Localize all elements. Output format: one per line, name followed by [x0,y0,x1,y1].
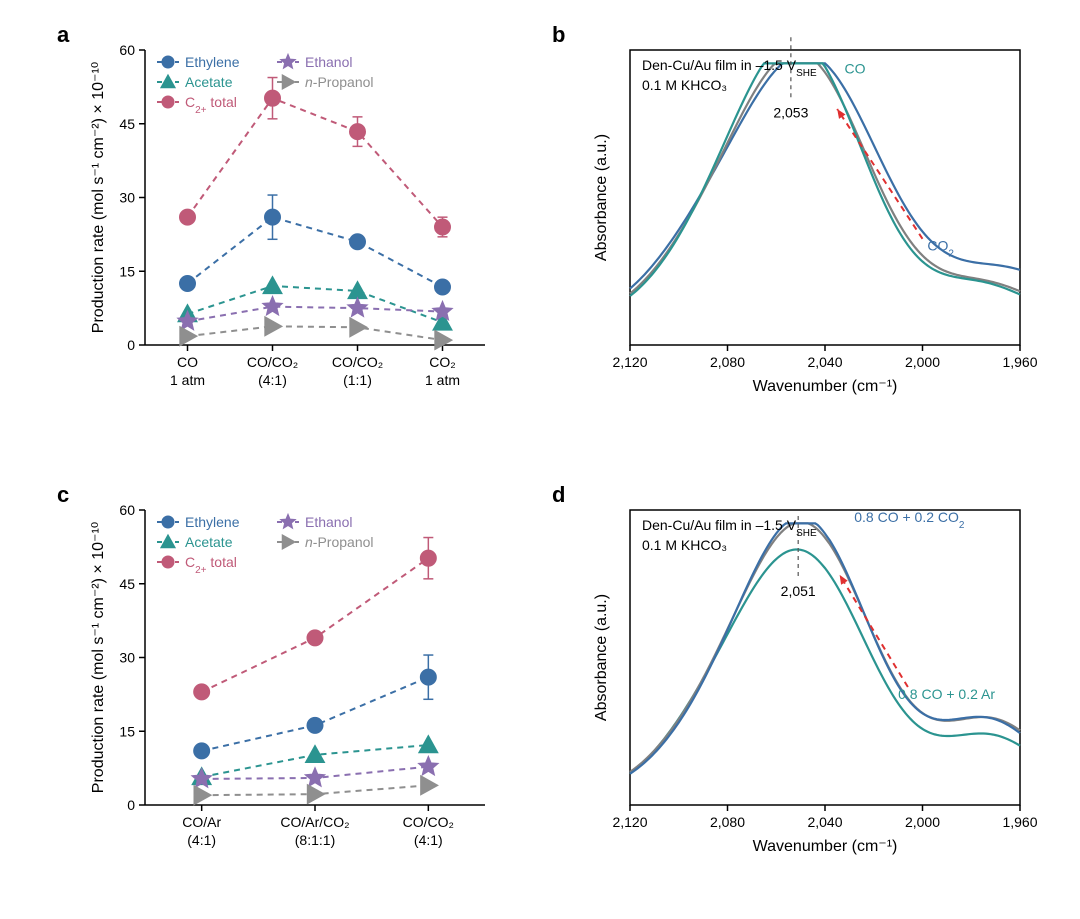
panel-b-label: b [552,22,565,48]
svg-text:60: 60 [119,502,135,518]
svg-text:Den-Cu/Au film in –1.5 VSHE: Den-Cu/Au film in –1.5 VSHE [642,517,817,539]
svg-text:0.1 M KHCO₃: 0.1 M KHCO₃ [642,537,727,553]
svg-text:2,120: 2,120 [612,354,647,370]
svg-text:2,040: 2,040 [807,814,842,830]
svg-text:2,051: 2,051 [781,583,816,599]
svg-text:1,960: 1,960 [1002,354,1037,370]
svg-text:CO: CO [177,354,198,370]
svg-text:Acetate: Acetate [185,74,233,90]
svg-text:Ethylene: Ethylene [185,514,240,530]
panel-b-svg: 2,1202,0802,0402,0001,960Wavenumber (cm⁻… [580,30,1030,410]
svg-text:Production rate (mol s⁻¹ cm⁻²): Production rate (mol s⁻¹ cm⁻²) × 10⁻¹⁰ [90,62,107,333]
svg-text:45: 45 [119,576,135,592]
panel-c-label: c [57,482,69,508]
svg-text:Ethanol: Ethanol [305,514,352,530]
svg-text:0: 0 [127,337,135,353]
svg-text:CO₂: CO₂ [429,354,455,370]
svg-text:CO/CO₂: CO/CO₂ [332,354,383,370]
svg-text:0: 0 [127,797,135,813]
svg-text:Ethanol: Ethanol [305,54,352,70]
svg-text:Ethylene: Ethylene [185,54,240,70]
svg-text:2,120: 2,120 [612,814,647,830]
svg-text:Wavenumber (cm⁻¹): Wavenumber (cm⁻¹) [753,838,898,855]
svg-text:2,000: 2,000 [905,354,940,370]
svg-text:Den-Cu/Au film in –1.5 VSHE: Den-Cu/Au film in –1.5 VSHE [642,57,817,79]
panel-a-svg: 0 15 30 45 60 CO 1 atm CO/CO₂ (4:1) CO/CO₂ (1:1) CO… [85,30,505,410]
svg-text:CO2: CO2 [927,238,954,260]
svg-text:45: 45 [119,116,135,132]
svg-text:2,040: 2,040 [807,354,842,370]
svg-text:15: 15 [119,263,135,279]
panel-c: c 015304560CO/Ar(4:1)CO/Ar/CO₂(8:1:1)CO/… [85,490,505,885]
svg-text:CO: CO [845,61,866,77]
svg-text:1 atm: 1 atm [425,372,460,388]
svg-text:0.8 CO + 0.2 Ar: 0.8 CO + 0.2 Ar [898,686,995,702]
svg-text:Acetate: Acetate [185,534,233,550]
svg-text:Absorbance (a.u.): Absorbance (a.u.) [593,594,610,721]
svg-text:30: 30 [119,190,135,206]
svg-text:15: 15 [119,723,135,739]
svg-text:2,080: 2,080 [710,354,745,370]
svg-text:Absorbance (a.u.): Absorbance (a.u.) [593,134,610,261]
svg-text:1 atm: 1 atm [170,372,205,388]
svg-text:(1:1): (1:1) [343,372,372,388]
svg-text:0.1 M KHCO₃: 0.1 M KHCO₃ [642,77,727,93]
panel-c-svg: 0 15 30 45 60 CO/Ar (4:1) CO/Ar/CO₂ (8:1:1) CO/CO… [85,490,505,885]
svg-text:n-Propanol: n-Propanol [305,74,374,90]
svg-text:2,000: 2,000 [905,814,940,830]
svg-text:Production rate (mol s⁻¹ cm⁻²): Production rate (mol s⁻¹ cm⁻²) × 10⁻¹⁰ [90,522,107,793]
svg-text:2,080: 2,080 [710,814,745,830]
svg-text:30: 30 [119,650,135,666]
svg-text:CO/CO₂: CO/CO₂ [247,354,298,370]
svg-text:CO/Ar/CO₂: CO/Ar/CO₂ [280,814,349,830]
panel-d: d 2,1202,0802,0402,0001,960Wavenumber (c… [580,490,1030,885]
svg-text:(4:1): (4:1) [187,832,216,848]
svg-text:(8:1:1): (8:1:1) [295,832,335,848]
svg-text:CO/Ar: CO/Ar [182,814,221,830]
svg-text:C2+ total: C2+ total [185,554,237,576]
svg-text:C2+ total: C2+ total [185,94,237,116]
svg-text:1,960: 1,960 [1002,814,1037,830]
svg-text:Wavenumber (cm⁻¹): Wavenumber (cm⁻¹) [753,378,898,395]
svg-text:CO/CO₂: CO/CO₂ [403,814,454,830]
panel-d-label: d [552,482,565,508]
svg-text:0.8 CO + 0.2 CO2: 0.8 CO + 0.2 CO2 [854,509,965,531]
svg-text:60: 60 [119,42,135,58]
svg-text:n-Propanol: n-Propanol [305,534,374,550]
svg-text:2,053: 2,053 [773,104,808,120]
panel-a-label: a [57,22,69,48]
panel-b: b 2,1202,0802,0402,0001,960Wavenumber (c… [580,30,1030,410]
panel-d-svg: 2,1202,0802,0402,0001,960Wavenumber (cm⁻… [580,490,1030,885]
panel-a: a 015304560CO1 atmCO/CO₂(4:1)CO/CO₂(1:1)… [85,30,505,410]
svg-text:(4:1): (4:1) [258,372,287,388]
svg-text:(4:1): (4:1) [414,832,443,848]
